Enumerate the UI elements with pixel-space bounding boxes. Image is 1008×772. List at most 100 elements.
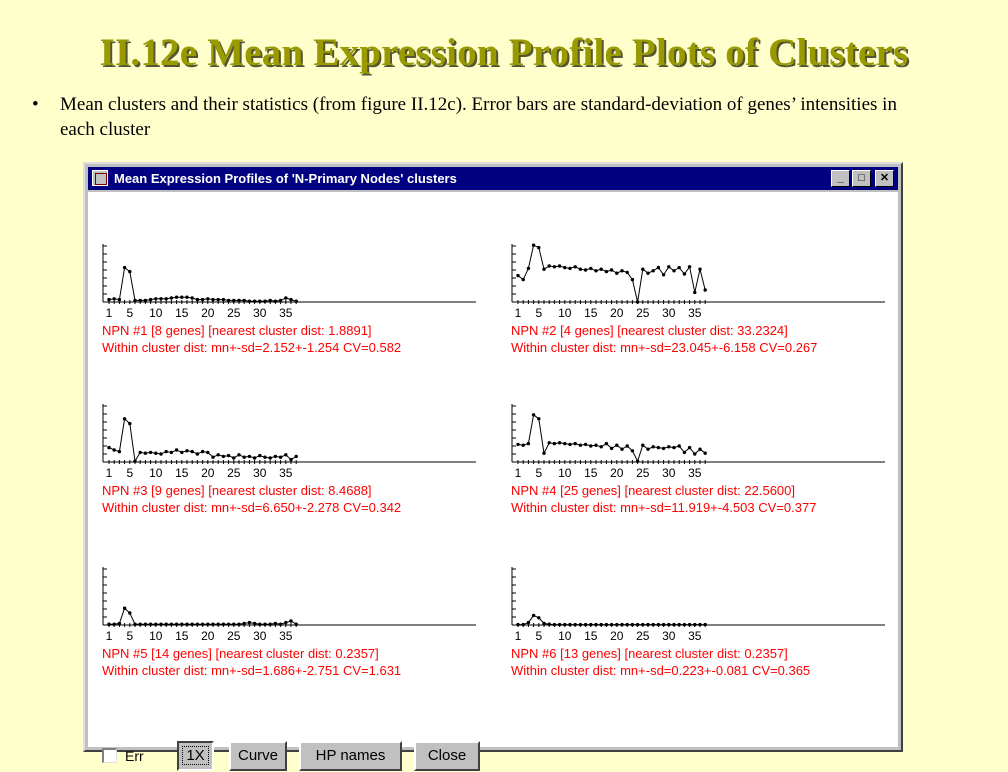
data-point [615, 443, 619, 447]
data-point [599, 267, 603, 271]
data-point [180, 450, 184, 455]
data-point [216, 622, 220, 626]
x-tick-label: 15 [175, 306, 189, 320]
data-point [128, 611, 132, 615]
data-point [698, 447, 702, 451]
data-point [185, 295, 189, 299]
x-tick-label: 1 [515, 306, 522, 320]
x-tick-label: 30 [253, 466, 267, 480]
cluster-caption-line2: Within cluster dist: mn+-sd=6.650+-2.278… [102, 500, 401, 515]
data-point [557, 441, 562, 445]
data-point [122, 417, 127, 421]
data-point [164, 622, 168, 626]
curve-button[interactable]: Curve [229, 741, 287, 771]
data-point [687, 265, 692, 269]
data-point [563, 441, 567, 446]
minimize-button[interactable]: _ [831, 170, 850, 187]
x-tick-label: 15 [584, 306, 598, 320]
x-tick-label: 1 [515, 466, 522, 480]
data-point [247, 454, 252, 459]
data-point [578, 443, 583, 447]
data-point [252, 456, 257, 460]
plot-area: 1 5 10 15 20 25 30 35 NPN #1 [8 genes] [nearest … [88, 192, 898, 771]
app-icon[interactable] [92, 170, 108, 186]
data-point [526, 620, 531, 625]
data-point [164, 449, 168, 454]
data-point [526, 441, 531, 446]
data-point [273, 299, 278, 303]
data-point [263, 622, 267, 626]
data-point [263, 455, 267, 459]
data-point [687, 445, 692, 450]
data-point [573, 622, 577, 627]
window-titlebar[interactable]: Mean Expression Profiles of 'N-Primary N… [88, 167, 898, 190]
x-tick-label: 1 [106, 629, 113, 643]
data-point [154, 451, 158, 455]
data-point [138, 450, 142, 455]
data-point [537, 616, 541, 620]
data-point [620, 269, 624, 273]
data-point [294, 299, 298, 303]
data-point [216, 453, 220, 457]
data-point [237, 453, 241, 457]
data-point [615, 271, 619, 275]
data-point [226, 298, 231, 303]
data-point [672, 622, 676, 627]
x-tick-label: 35 [279, 629, 293, 643]
err-checkbox[interactable] [102, 748, 117, 763]
data-point [677, 265, 681, 270]
x-tick-label: 35 [279, 306, 293, 320]
data-point [661, 273, 666, 277]
series-line [108, 266, 297, 302]
data-point [169, 622, 174, 626]
data-point [159, 622, 163, 626]
data-point [537, 245, 541, 250]
data-point [164, 297, 168, 301]
series-line [109, 607, 297, 625]
zoom-1x-button[interactable]: 1X [177, 741, 214, 771]
x-tick-label: 1 [106, 306, 113, 320]
data-point [169, 296, 174, 300]
data-point [117, 297, 122, 302]
data-point [542, 621, 546, 626]
series-line [108, 417, 297, 463]
data-point [112, 297, 116, 301]
data-point [630, 622, 635, 627]
data-point [661, 622, 666, 627]
data-point [589, 266, 593, 271]
data-point [568, 442, 572, 447]
data-point [284, 620, 288, 625]
data-point [252, 621, 257, 626]
data-point [625, 270, 629, 275]
data-point [200, 449, 205, 454]
hp-names-button[interactable]: HP names [299, 741, 402, 771]
data-point [226, 453, 231, 458]
data-point [537, 417, 541, 421]
data-point [646, 447, 650, 451]
cluster-caption-line2: Within cluster dist: mn+-sd=2.152+-1.254… [102, 340, 401, 355]
window-title: Mean Expression Profiles of 'N-Primary N… [114, 171, 457, 186]
close-window-button[interactable]: ✕ [875, 170, 894, 187]
maximize-button[interactable]: □ [852, 170, 871, 187]
x-tick-label: 20 [610, 306, 624, 320]
data-point [143, 622, 148, 626]
data-point [258, 299, 262, 303]
data-point [542, 267, 546, 271]
data-point [578, 267, 583, 271]
data-point [247, 299, 252, 303]
data-point [232, 622, 236, 626]
close-button[interactable]: Close [414, 741, 480, 771]
data-point [589, 622, 593, 627]
bullet-dot: • [32, 94, 39, 115]
x-tick-label: 1 [106, 466, 113, 480]
data-point [656, 622, 661, 627]
data-point [211, 622, 215, 626]
data-point [185, 622, 189, 626]
data-point [573, 441, 577, 446]
data-point [232, 298, 236, 303]
data-point [521, 443, 525, 447]
data-point [656, 445, 661, 450]
data-point [646, 622, 650, 627]
data-point [573, 265, 577, 269]
